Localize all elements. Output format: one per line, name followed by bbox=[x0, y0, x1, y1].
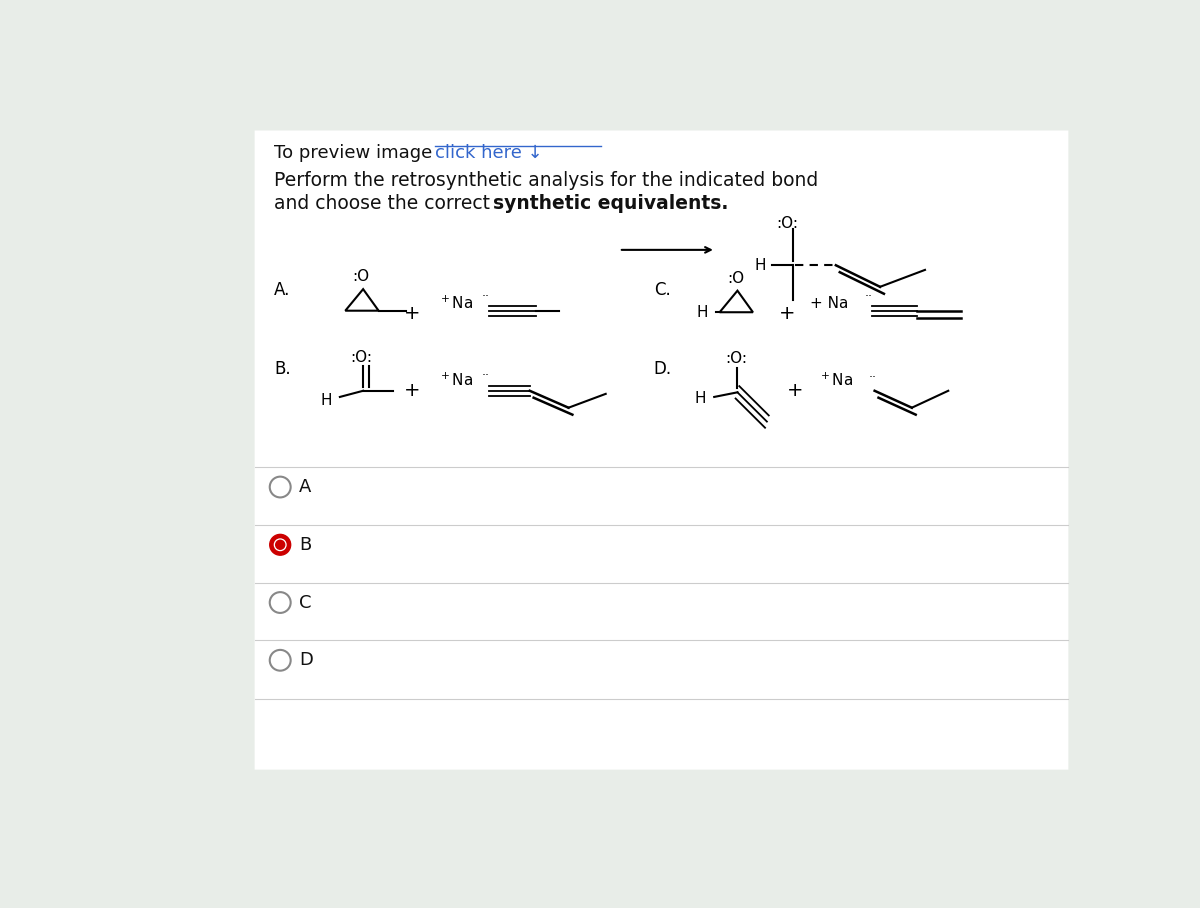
FancyBboxPatch shape bbox=[254, 131, 1068, 770]
Text: D.: D. bbox=[654, 360, 672, 378]
Circle shape bbox=[275, 539, 286, 550]
Text: ..: .. bbox=[869, 367, 876, 380]
Circle shape bbox=[276, 540, 284, 549]
Text: +: + bbox=[786, 381, 803, 400]
Circle shape bbox=[270, 535, 290, 555]
Text: + Na: + Na bbox=[810, 296, 848, 311]
Text: H: H bbox=[695, 391, 707, 406]
Text: :O: :O bbox=[727, 271, 744, 286]
Text: synthetic equivalents.: synthetic equivalents. bbox=[492, 193, 728, 212]
Text: C: C bbox=[299, 594, 311, 611]
Text: A.: A. bbox=[274, 281, 290, 299]
Text: +: + bbox=[403, 304, 420, 323]
Text: ..: .. bbox=[481, 286, 490, 299]
Text: :O:: :O: bbox=[725, 351, 746, 366]
Text: H: H bbox=[696, 305, 708, 320]
Text: +: + bbox=[779, 304, 796, 323]
Text: Perform the retrosynthetic analysis for the indicated bond: Perform the retrosynthetic analysis for … bbox=[274, 171, 818, 190]
Text: and choose the correct: and choose the correct bbox=[274, 193, 496, 212]
Text: B.: B. bbox=[274, 360, 290, 378]
Text: +: + bbox=[403, 381, 420, 400]
Text: :O:: :O: bbox=[350, 350, 372, 364]
Text: H: H bbox=[320, 392, 332, 408]
Text: click here ↓: click here ↓ bbox=[436, 144, 542, 163]
Text: :O:: :O: bbox=[776, 216, 798, 232]
Text: $^+$Na: $^+$Na bbox=[438, 372, 473, 390]
Text: H: H bbox=[755, 258, 766, 272]
Text: D: D bbox=[299, 651, 313, 669]
Text: :O: :O bbox=[353, 270, 370, 284]
Text: ..: .. bbox=[864, 286, 872, 299]
Text: To preview image: To preview image bbox=[274, 144, 438, 163]
Text: C.: C. bbox=[654, 281, 671, 299]
Text: A: A bbox=[299, 478, 311, 496]
Text: $^+$Na: $^+$Na bbox=[818, 372, 853, 390]
Text: $^+$Na: $^+$Na bbox=[438, 295, 473, 312]
Text: B: B bbox=[299, 536, 311, 554]
Text: ..: .. bbox=[481, 365, 490, 379]
